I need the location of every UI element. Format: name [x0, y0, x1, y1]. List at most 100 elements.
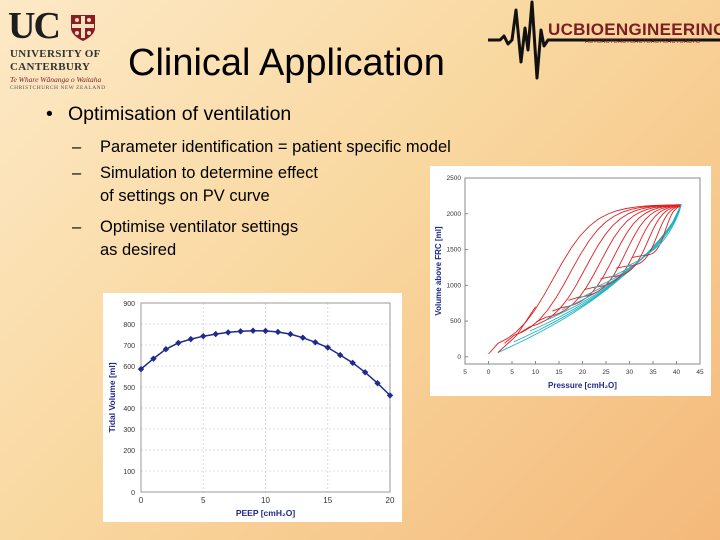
x-tick-label: 5	[510, 369, 514, 376]
expiration-curve	[561, 204, 682, 311]
x-tick-label: 10	[261, 496, 270, 505]
inspiration-curve	[600, 205, 682, 280]
x-tick-label: 40	[673, 369, 681, 376]
brand-name: UCBIOENGINEERING	[548, 20, 720, 39]
pv-curve-svg: 5 0 5 10 15 20 25 30 35 40 45 0 500 1000 1500 2000 2500 P…	[434, 175, 704, 390]
slide-title: Clinical Application	[128, 42, 445, 84]
bullet-dot-icon: •	[46, 103, 53, 125]
data-point	[224, 329, 232, 336]
y-tick-label: 400	[123, 406, 135, 413]
inspiration-curve	[520, 204, 682, 333]
x-axis-label: Pressure [cmH₂O]	[548, 381, 617, 390]
inspiration-curve	[616, 205, 682, 269]
expiration-curve	[641, 204, 682, 257]
sub-bullet-continued: of settings on PV curve	[100, 187, 270, 205]
y-tick-label: 2500	[447, 175, 462, 182]
y-tick-label: 700	[123, 343, 135, 350]
y-tick-label: 0	[131, 490, 135, 497]
sub-bullet-text: Simulation to determine effect	[100, 164, 318, 182]
inspiration-curve	[584, 204, 682, 291]
sub-bullet-text: Parameter identification = patient speci…	[100, 138, 451, 156]
x-tick-label: 20	[386, 496, 395, 505]
data-point	[374, 380, 381, 387]
y-tick-label: 500	[450, 318, 461, 325]
tidal-volume-chart: 0 100 200 300 400 500 600 700 800 900 0 5 10 15 20 PEEP…	[103, 293, 402, 522]
uc-logo: UC UNIVERSITY OF CANTERBURY Te Whare Wān…	[8, 6, 108, 96]
y-tick-label: 1500	[447, 247, 462, 254]
sub-bullet-text: Optimise ventilator settings	[100, 218, 299, 236]
y-axis-label: Tidal Volume [ml]	[107, 362, 117, 432]
inspiration-curve	[568, 204, 682, 301]
inspiration-curve	[504, 204, 682, 344]
y-tick-label: 2000	[447, 211, 462, 218]
sub-bullet-continued: as desired	[100, 241, 177, 259]
y-tick-label: 1000	[447, 282, 462, 289]
sub-bullet: – Parameter identification = patient spec…	[72, 138, 451, 156]
x-tick-label: 5	[201, 496, 206, 505]
data-point	[249, 327, 257, 334]
tidal-volume-svg: 0 100 200 300 400 500 600 700 800 900 0 5 10 15 20 PEEP…	[107, 301, 395, 518]
data-point	[175, 339, 182, 347]
data-point	[386, 392, 394, 399]
x-tick-label: 25	[602, 369, 610, 376]
data-point	[324, 344, 331, 351]
y-tick-label: 300	[123, 427, 135, 434]
crest-icon	[71, 15, 95, 41]
x-tick-label: 35	[649, 369, 657, 376]
main-bullet: • Optimisation of ventilation	[46, 103, 291, 126]
inspiration-curve	[497, 306, 536, 353]
logo-line-1: UNIVERSITY OF	[10, 48, 101, 60]
x-tick-label: 0	[139, 496, 144, 505]
inspiration-curve	[536, 204, 682, 323]
expiration-curve	[529, 204, 682, 332]
x-tick-label: 5	[463, 369, 467, 376]
data-point	[187, 335, 194, 343]
data-point	[337, 351, 344, 359]
data-point	[162, 346, 170, 353]
y-tick-label: 900	[123, 301, 135, 308]
x-tick-label: 45	[696, 369, 704, 376]
expiration-curve	[609, 204, 682, 278]
x-axis-label: PEEP [cmH₂O]	[236, 508, 296, 518]
data-point	[299, 334, 307, 341]
y-tick-label: 100	[123, 469, 135, 476]
x-tick-label: 20	[579, 369, 587, 376]
inspiration-curve	[488, 204, 682, 355]
logo-letters: UC	[8, 5, 61, 47]
data-point	[237, 328, 244, 335]
data-point	[361, 369, 369, 376]
sub-bullet: – Optimise ventilator settings	[72, 218, 299, 236]
x-tick-label: 10	[532, 369, 540, 376]
data-point	[349, 359, 356, 367]
data-point	[212, 330, 219, 338]
ecg-wave-icon	[488, 0, 720, 80]
logo-line-3: Te Whare Wānanga o Waitaha	[10, 75, 102, 84]
inspiration-curve	[632, 205, 682, 258]
logo-line-2: CANTERBURY	[10, 61, 91, 73]
sub-bullet: – Simulation to determine effect	[72, 164, 318, 182]
expiration-curve	[513, 204, 682, 343]
main-bullet-text: Optimisation of ventilation	[68, 103, 292, 125]
inspiration-curve	[552, 204, 682, 312]
x-tick-label: 30	[626, 369, 634, 376]
data-point	[150, 355, 157, 362]
data-point	[312, 339, 319, 346]
data-point	[262, 327, 269, 335]
logo-line-4: CHRISTCHURCH NEW ZEALAND	[10, 85, 106, 91]
x-tick-label: 15	[323, 496, 332, 505]
expiration-curve	[625, 204, 682, 268]
y-tick-label: 800	[123, 322, 135, 329]
y-tick-label: 600	[123, 364, 135, 371]
y-axis-label: Volume above FRC [ml]	[434, 226, 443, 316]
expiration-curve	[545, 204, 682, 321]
data-point	[274, 328, 282, 336]
y-tick-label: 0	[457, 354, 461, 361]
pv-curve-chart: 5 0 5 10 15 20 25 30 35 40 45 0 500 1000 1500 2000 2500 P…	[430, 166, 711, 396]
data-point	[287, 330, 294, 338]
y-tick-label: 500	[123, 385, 135, 392]
y-tick-label: 200	[123, 448, 135, 455]
brand-tagline: ACTGACTGACTGACTGACTGACTGACTG	[585, 39, 701, 45]
x-tick-label: 0	[487, 369, 491, 376]
x-tick-label: 15	[555, 369, 563, 376]
data-point	[200, 332, 207, 340]
